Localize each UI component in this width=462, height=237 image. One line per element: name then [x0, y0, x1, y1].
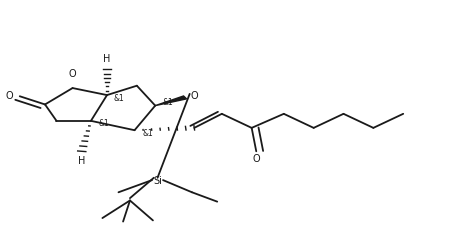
Text: Si: Si	[153, 176, 162, 186]
Text: &1: &1	[98, 119, 109, 128]
Polygon shape	[155, 96, 187, 106]
Text: &1: &1	[163, 98, 173, 107]
Text: O: O	[190, 91, 198, 101]
Text: &1: &1	[113, 94, 124, 103]
Text: H: H	[78, 156, 85, 166]
Text: H: H	[103, 55, 111, 64]
Text: O: O	[252, 155, 260, 164]
Text: O: O	[69, 69, 76, 79]
Text: O: O	[6, 91, 13, 101]
Text: &1: &1	[142, 129, 153, 138]
